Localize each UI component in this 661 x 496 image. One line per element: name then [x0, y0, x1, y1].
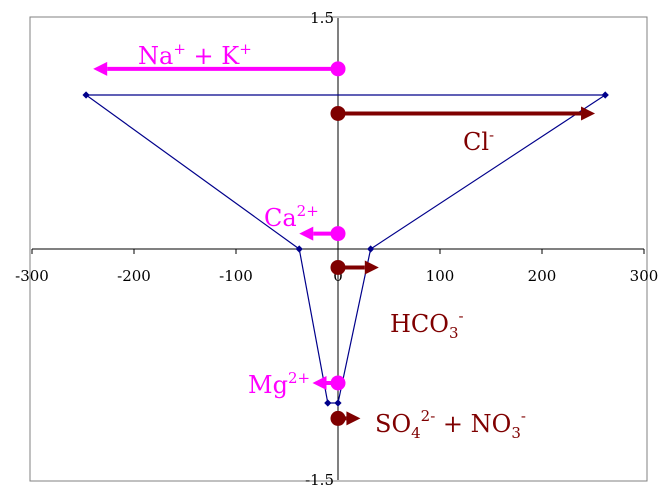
x-tick-label: -100 [219, 267, 253, 285]
anion-0-arrow-head [581, 106, 596, 121]
anion-1-origin-dot [330, 259, 346, 275]
polygon-layer [82, 91, 609, 407]
cation-0-origin-dot [330, 61, 346, 77]
polygon-vertex-marker [367, 245, 375, 253]
x-tick-label: -200 [117, 267, 151, 285]
cation-label-0: Na+ + K+ [138, 40, 252, 70]
polygon-vertex-marker [324, 399, 332, 407]
anion-0-origin-dot [330, 105, 346, 121]
cation-2-origin-dot [330, 375, 346, 391]
polygon-vertex-marker [601, 91, 609, 99]
x-tick-label: 300 [630, 267, 659, 285]
y-tick-label-top: 1.5 [310, 9, 334, 27]
y-tick-label-bottom: -1.5 [305, 471, 334, 489]
anion-label-sub: 3 [449, 324, 459, 342]
anion-label-base: HCO [390, 310, 449, 338]
cation-label-sup: 2+ [297, 202, 319, 220]
x-tick-label: -300 [15, 267, 49, 285]
anion-label-tail: + NO [435, 410, 511, 438]
x-tick-label: 200 [528, 267, 557, 285]
cation-label-base: Mg [248, 371, 288, 399]
cation-label-base: Na [138, 42, 173, 70]
anion-label-sup2: - [521, 407, 526, 425]
anion-label-sup: - [459, 307, 464, 325]
cation-label-sup: + [173, 40, 186, 58]
cation-label-2: Mg2+ [248, 369, 310, 399]
anion-label-sup: 2- [421, 407, 436, 425]
anion-label-base: Cl [463, 128, 489, 156]
anion-label-sup: - [489, 126, 494, 144]
polygon-vertex-marker [295, 245, 303, 253]
anion-label-sub: 4 [411, 424, 421, 442]
anion-label-base: SO [375, 410, 411, 438]
anion-label-1: HCO3- [390, 307, 464, 342]
polygon-vertex-marker [82, 91, 90, 99]
x-tick-label: 100 [426, 267, 455, 285]
arrow-layer [93, 61, 596, 426]
anion-label-0: Cl- [463, 126, 494, 156]
cation-2-arrow-head [312, 375, 327, 390]
cation-label-1: Ca2+ [264, 202, 319, 232]
cation-label-base: Ca [264, 204, 297, 232]
anion-1-arrow-head [364, 260, 379, 275]
x-tick-label: 0 [333, 267, 343, 285]
cation-0-arrow-head [93, 61, 108, 76]
cation-label-mid: + K [186, 42, 240, 70]
cation-label-sup2: + [239, 40, 252, 58]
cation-label-sup: 2+ [288, 369, 310, 387]
label-layer: Na+ + K+Ca2+Mg2+Cl-HCO3-SO42- + NO3- [138, 40, 526, 442]
anion-label-2: SO42- + NO3- [375, 407, 526, 442]
cation-1-arrow-head [299, 226, 314, 241]
axes: -300 -200 -100 0 100 200 300 1.5 -1.5 [15, 9, 658, 489]
anion-2-origin-dot [330, 410, 346, 426]
anion-2-arrow-head [346, 411, 361, 426]
cation-1-origin-dot [330, 226, 346, 242]
polygon-vertex-marker [334, 399, 342, 407]
anion-label-sub2: 3 [511, 424, 521, 442]
